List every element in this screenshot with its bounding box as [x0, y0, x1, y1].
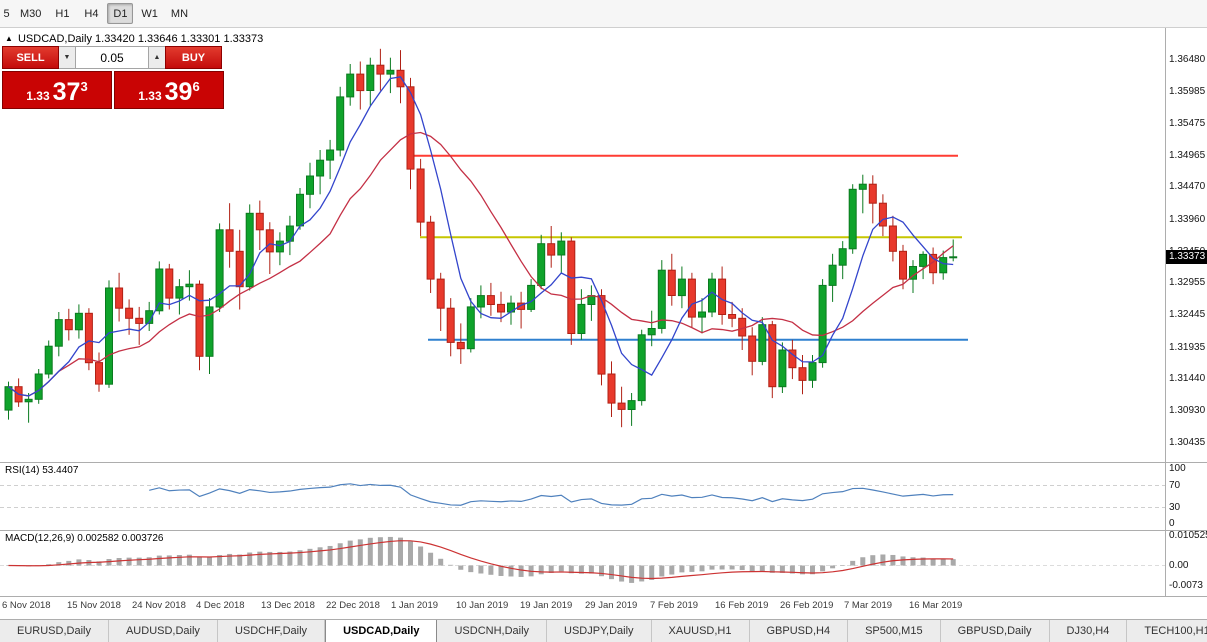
- timeframe-button-d1[interactable]: D1: [107, 3, 134, 24]
- chart-tab-gbpusd[interactable]: GBPUSD,H4: [749, 620, 849, 642]
- timeframe-button-h1[interactable]: H1: [55, 8, 70, 20]
- macd-indicator-label: MACD(12,26,9) 0.002582 0.003726: [5, 533, 164, 544]
- chart-tab-tech100[interactable]: TECH100,H1: [1127, 620, 1207, 642]
- rsi-indicator-label: RSI(14) 53.4407: [5, 465, 79, 476]
- volume-decrease-icon[interactable]: ▼: [59, 46, 75, 69]
- sell-price-pip: 3: [80, 79, 88, 94]
- chart-canvas[interactable]: [0, 28, 1207, 619]
- sell-price-prefix: 1.33: [26, 89, 50, 103]
- sell-price-main: 37: [52, 78, 81, 106]
- chart-tab-usdcad[interactable]: USDCAD,Daily: [325, 620, 438, 642]
- uptick-icon: ▲: [5, 34, 13, 43]
- volume-input[interactable]: [75, 46, 149, 69]
- buy-price-prefix: 1.33: [138, 89, 162, 103]
- chart-tab-gbpusd[interactable]: GBPUSD,Daily: [940, 620, 1050, 642]
- chart-tab-usdjpy[interactable]: USDJPY,Daily: [547, 620, 652, 642]
- buy-price-main: 39: [164, 78, 193, 106]
- chart-region: ▲ USDCAD,Daily 1.33420 1.33646 1.33301 1…: [0, 28, 1207, 619]
- one-click-trade-panel: SELL ▼ ▲ BUY 1.33 37 3 1.33 39 6: [2, 46, 224, 109]
- timeframe-button-h4[interactable]: H4: [84, 8, 99, 20]
- timeframe-button-5[interactable]: 5: [3, 8, 10, 20]
- chart-tab-xauusd[interactable]: XAUUSD,H1: [651, 620, 750, 642]
- sell-button[interactable]: SELL: [2, 46, 59, 69]
- timeframe-button-w1[interactable]: W1: [141, 8, 158, 20]
- chart-tab-usdcnh[interactable]: USDCNH,Daily: [437, 620, 548, 642]
- trade-prices-row: 1.33 37 3 1.33 39 6: [2, 71, 224, 109]
- timeframe-toolbar: 5 M30 H1 H4 D1 W1 MN: [0, 0, 1207, 28]
- ohlc-values: 1.33420 1.33646 1.33301 1.33373: [95, 33, 264, 45]
- chart-tabs-bar: EURUSD,Daily AUDUSD,Daily USDCHF,Daily USDC…: [0, 619, 1207, 642]
- chart-tab-audusd[interactable]: AUDUSD,Daily: [108, 620, 218, 642]
- sell-price-button[interactable]: 1.33 37 3: [2, 71, 112, 109]
- chart-tab-eurusd[interactable]: EURUSD,Daily: [0, 620, 109, 642]
- current-price-badge: 1.33373: [1166, 250, 1207, 264]
- symbol-title: USDCAD,Daily: [17, 33, 92, 45]
- volume-increase-icon[interactable]: ▲: [149, 46, 165, 69]
- buy-price-pip: 6: [192, 79, 200, 94]
- buy-button[interactable]: BUY: [165, 46, 222, 69]
- chart-header: ▲ USDCAD,Daily 1.33420 1.33646 1.33301 1…: [5, 33, 263, 45]
- buy-price-button[interactable]: 1.33 39 6: [114, 71, 224, 109]
- timeframe-button-mn[interactable]: MN: [170, 8, 189, 20]
- chart-tab-dj30[interactable]: DJ30,H4: [1049, 620, 1128, 642]
- timeframe-button-m30[interactable]: M30: [20, 8, 42, 20]
- chart-tab-sp500[interactable]: SP500,M15: [848, 620, 941, 642]
- chart-tab-usdchf[interactable]: USDCHF,Daily: [217, 620, 326, 642]
- trade-controls-row: SELL ▼ ▲ BUY: [2, 46, 224, 69]
